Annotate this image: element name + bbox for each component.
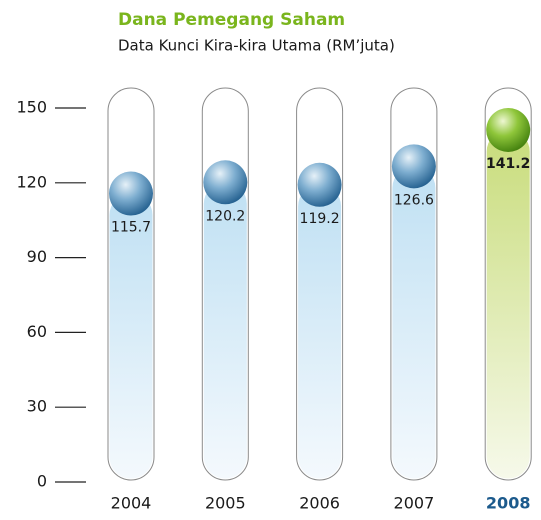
x-tick-label: 2008 <box>486 494 531 513</box>
ball <box>109 171 153 216</box>
chart-subtitle: Data Kunci Kira-kira Utama (RM’juta) <box>118 37 395 55</box>
x-tick-label: 2004 <box>111 494 152 513</box>
y-tick-label: 90 <box>27 247 47 266</box>
y-tick-label: 60 <box>27 322 47 341</box>
ball <box>203 160 248 205</box>
tube-fill <box>298 184 342 479</box>
tube-fill <box>486 129 530 479</box>
y-tick-label: 0 <box>37 472 47 491</box>
ball <box>297 162 342 207</box>
y-tick-label: 30 <box>27 397 47 416</box>
x-tick-label: 2005 <box>205 494 246 513</box>
value-label: 126.6 <box>394 192 434 208</box>
x-tick-label: 2006 <box>299 494 340 513</box>
tube-fill <box>392 166 436 479</box>
ball <box>391 144 436 189</box>
x-tick-label: 2007 <box>394 494 435 513</box>
tube-fill <box>203 182 247 479</box>
y-tick-label: 120 <box>16 172 47 191</box>
ball <box>486 107 531 152</box>
value-label: 119.2 <box>300 211 340 227</box>
value-label: 141.2 <box>486 156 530 172</box>
chart-title: Dana Pemegang Saham <box>118 10 345 30</box>
y-tick-label: 150 <box>16 98 47 117</box>
tube-fill <box>109 193 153 479</box>
value-label: 120.2 <box>205 208 245 224</box>
value-label: 115.7 <box>111 220 151 236</box>
